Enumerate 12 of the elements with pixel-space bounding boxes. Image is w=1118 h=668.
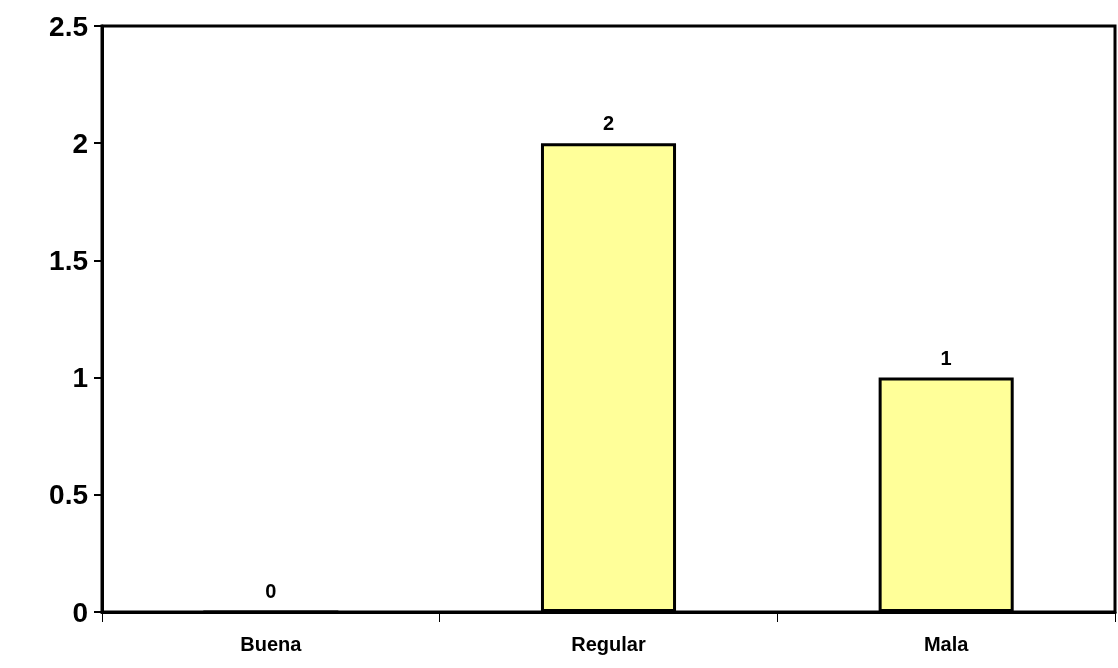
y-tick-label: 1 <box>72 362 88 394</box>
x-tick-label: Mala <box>923 633 970 655</box>
data-label: 2 <box>602 112 615 135</box>
data-label: 0 <box>265 579 277 602</box>
x-tick-label: Buena <box>240 633 303 655</box>
y-tick-label: 2.5 <box>49 10 88 42</box>
y-tick-label: 0 <box>72 596 88 628</box>
y-tick-label: 1.5 <box>49 244 88 276</box>
y-tick-label: 0.5 <box>49 479 88 511</box>
y-tick-label: 2 <box>72 127 88 159</box>
data-label: 1 <box>940 346 952 369</box>
x-tick-label: Regular <box>571 633 646 655</box>
